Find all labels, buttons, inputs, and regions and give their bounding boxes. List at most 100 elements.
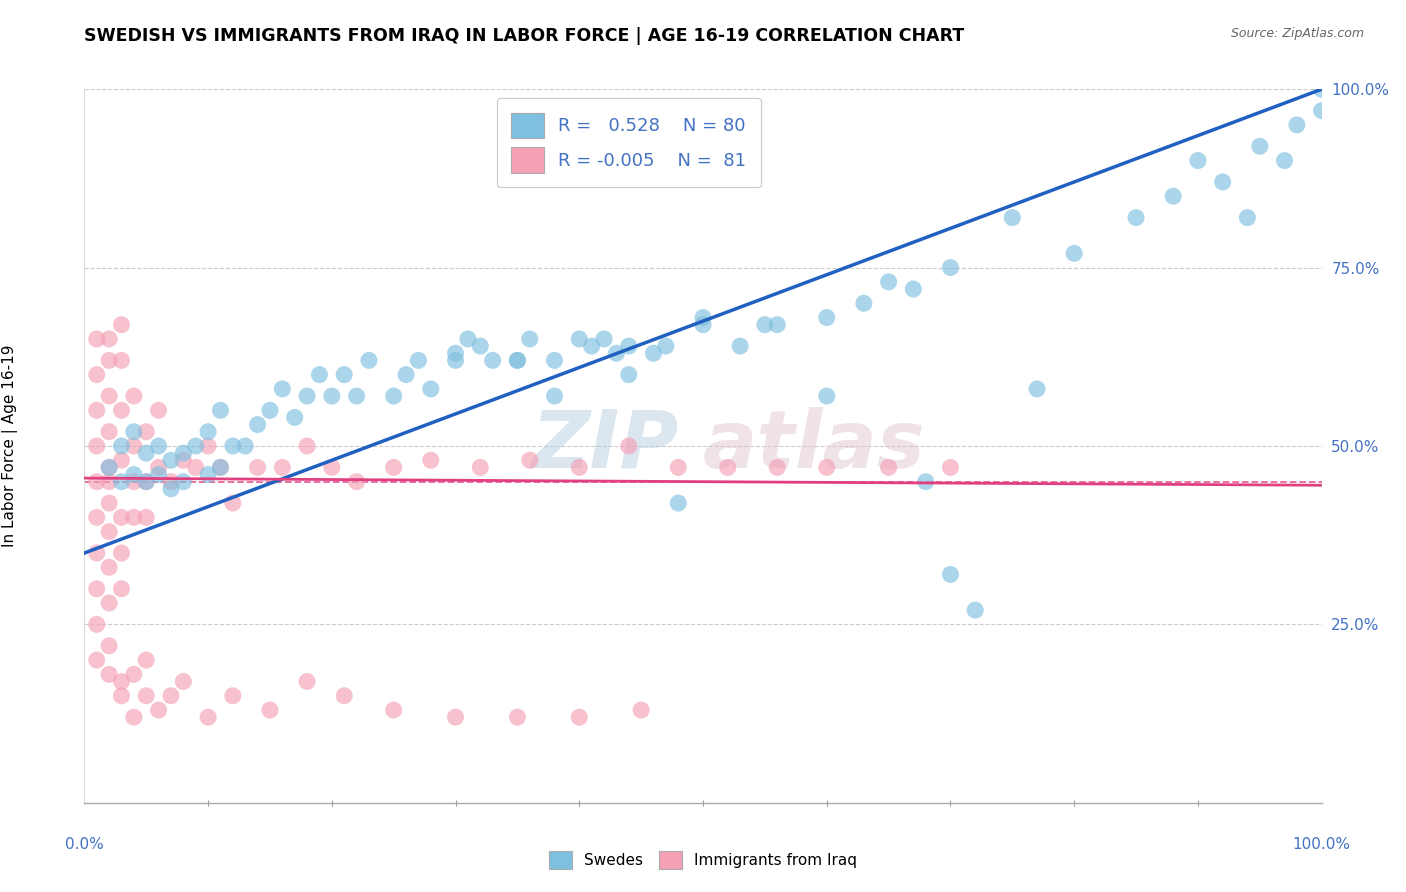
Point xyxy=(295,389,318,403)
Point xyxy=(148,460,170,475)
Point xyxy=(1026,382,1049,396)
Point xyxy=(110,475,132,489)
Point xyxy=(395,368,418,382)
Point xyxy=(470,339,492,353)
Point xyxy=(98,524,121,539)
Point xyxy=(1187,153,1209,168)
Point xyxy=(110,510,132,524)
Point xyxy=(172,446,194,460)
Point xyxy=(444,710,467,724)
Point xyxy=(581,339,603,353)
Point xyxy=(122,467,145,482)
Point xyxy=(86,475,108,489)
Point xyxy=(98,475,121,489)
Point xyxy=(346,475,368,489)
Point xyxy=(728,339,751,353)
Point xyxy=(617,439,640,453)
Point xyxy=(506,710,529,724)
Point xyxy=(1285,118,1308,132)
Point xyxy=(457,332,479,346)
Point xyxy=(172,453,194,467)
Point xyxy=(110,318,132,332)
Point xyxy=(382,460,405,475)
Legend: R =   0.528    N = 80, R = -0.005    N =  81: R = 0.528 N = 80, R = -0.005 N = 81 xyxy=(496,98,761,187)
Point xyxy=(568,332,591,346)
Point xyxy=(86,403,108,417)
Point xyxy=(543,353,565,368)
Point xyxy=(444,353,467,368)
Point xyxy=(630,703,652,717)
Point xyxy=(506,353,529,368)
Point xyxy=(86,510,108,524)
Point xyxy=(184,460,207,475)
Point xyxy=(86,582,108,596)
Point xyxy=(148,403,170,417)
Point xyxy=(271,460,294,475)
Point xyxy=(122,510,145,524)
Point xyxy=(754,318,776,332)
Point xyxy=(160,689,183,703)
Point xyxy=(692,310,714,325)
Point xyxy=(568,460,591,475)
Point xyxy=(643,346,665,360)
Point xyxy=(209,460,232,475)
Point xyxy=(382,703,405,717)
Point xyxy=(86,617,108,632)
Point xyxy=(98,596,121,610)
Text: In Labor Force | Age 16-19: In Labor Force | Age 16-19 xyxy=(3,344,18,548)
Point xyxy=(259,703,281,717)
Point xyxy=(1249,139,1271,153)
Point xyxy=(1212,175,1234,189)
Point xyxy=(939,460,962,475)
Point xyxy=(148,703,170,717)
Point xyxy=(110,403,132,417)
Point xyxy=(568,710,591,724)
Point xyxy=(965,603,987,617)
Text: Source: ZipAtlas.com: Source: ZipAtlas.com xyxy=(1230,27,1364,40)
Point xyxy=(321,460,343,475)
Point xyxy=(197,710,219,724)
Point xyxy=(408,353,430,368)
Point xyxy=(717,460,740,475)
Point xyxy=(135,446,157,460)
Point xyxy=(209,403,232,417)
Point xyxy=(197,467,219,482)
Point xyxy=(382,389,405,403)
Point xyxy=(135,653,157,667)
Point xyxy=(135,475,157,489)
Point xyxy=(1161,189,1184,203)
Point xyxy=(197,425,219,439)
Point xyxy=(914,475,936,489)
Point xyxy=(605,346,627,360)
Point xyxy=(506,353,529,368)
Point xyxy=(333,368,356,382)
Point xyxy=(135,689,157,703)
Point xyxy=(135,475,157,489)
Point xyxy=(209,460,232,475)
Point xyxy=(1063,246,1085,260)
Point xyxy=(160,453,183,467)
Point xyxy=(666,460,689,475)
Point xyxy=(481,353,503,368)
Point xyxy=(939,260,962,275)
Point xyxy=(148,467,170,482)
Point xyxy=(1236,211,1258,225)
Point xyxy=(233,439,256,453)
Point xyxy=(110,582,132,596)
Point xyxy=(98,332,121,346)
Point xyxy=(160,475,183,489)
Point xyxy=(593,332,616,346)
Point xyxy=(246,417,269,432)
Point xyxy=(877,460,900,475)
Point xyxy=(815,460,838,475)
Point xyxy=(259,403,281,417)
Point xyxy=(86,368,108,382)
Point xyxy=(184,439,207,453)
Point xyxy=(766,318,789,332)
Point xyxy=(122,667,145,681)
Point xyxy=(1001,211,1024,225)
Point xyxy=(419,453,441,467)
Point xyxy=(86,439,108,453)
Point xyxy=(98,353,121,368)
Point xyxy=(98,425,121,439)
